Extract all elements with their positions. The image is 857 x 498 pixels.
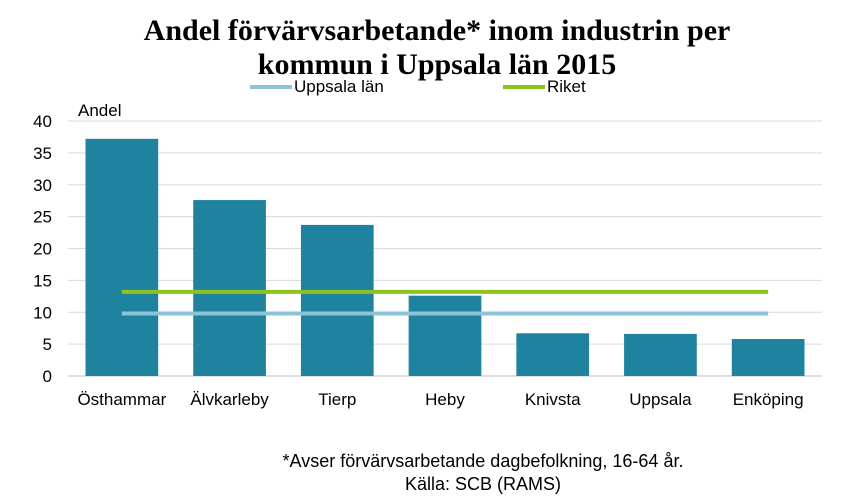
x-tick-label: Uppsala [629, 390, 692, 409]
chart-title-line2: kommun i Uppsala län 2015 [258, 48, 616, 81]
y-tick-label: 35 [33, 144, 52, 163]
footnote: *Avser förvärvsarbetande dagbefolkning, … [283, 451, 684, 471]
x-tick-label: Älvkarleby [190, 390, 269, 409]
y-tick-label: 40 [33, 112, 52, 131]
y-tick-label: 0 [43, 367, 52, 386]
bar [516, 333, 590, 376]
y-tick-label: 20 [33, 240, 52, 259]
x-tick-label: Tierp [318, 390, 356, 409]
y-tick-label: 30 [33, 176, 52, 195]
legend: Uppsala län Riket [250, 77, 586, 96]
y-tick-label: 15 [33, 271, 52, 290]
chart-title-line1: Andel förvärvsarbetande* inom industrin … [144, 14, 731, 47]
source-note: Källa: SCB (RAMS) [405, 474, 561, 494]
x-tick-label: Enköping [733, 390, 804, 409]
y-axis-label: Andel [78, 101, 121, 120]
y-tick-label: 25 [33, 208, 52, 227]
x-tick-label: Knivsta [525, 390, 581, 409]
y-tick-label: 5 [43, 335, 52, 354]
x-tick-labels: Östhammar Älvkarleby Tierp Heby Knivsta Uppsa… [77, 390, 803, 409]
bar [624, 333, 697, 376]
bar [300, 224, 374, 376]
x-tick-label: Östhammar [77, 390, 166, 409]
bar [85, 138, 159, 376]
bars [85, 138, 805, 376]
reference-lines [121, 289, 769, 316]
bar [731, 339, 805, 376]
y-tick-label: 10 [33, 303, 52, 322]
y-tick-labels: 0 5 10 15 20 25 30 35 40 [33, 112, 52, 386]
bar [193, 200, 266, 376]
x-tick-label: Heby [425, 390, 465, 409]
legend-label: Uppsala län [294, 77, 384, 96]
legend-label: Riket [547, 77, 586, 96]
bar [408, 295, 482, 376]
